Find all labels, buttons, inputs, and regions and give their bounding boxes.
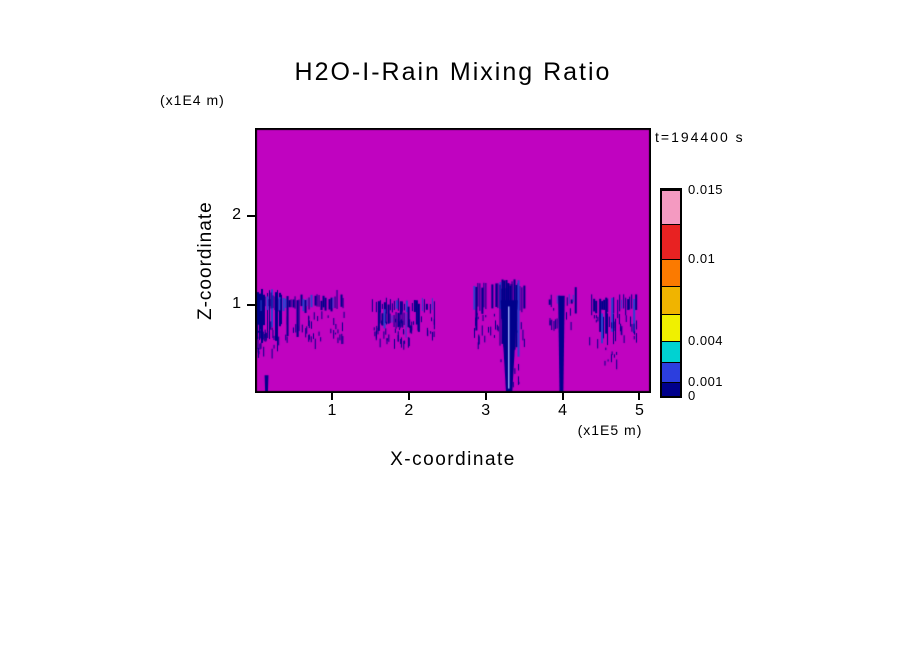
- y-axis-unit-label: (x1E4 m): [160, 92, 225, 108]
- colorbar-segment: [662, 361, 680, 383]
- colorbar-segment: [662, 313, 680, 342]
- colorbar-segment: [662, 341, 680, 362]
- x-tick-label: 5: [635, 402, 644, 419]
- colorbar: [660, 188, 682, 398]
- y-tick-label: 2: [232, 206, 241, 224]
- x-tick-mark: [407, 393, 410, 400]
- colorbar-tick-label: 0.015: [688, 182, 724, 197]
- colorbar-tick-label: 0: [688, 388, 696, 403]
- x-tick-mark: [330, 393, 333, 400]
- colorbar-labels: 0 0.001 0.004 0.01 0.015: [688, 182, 758, 403]
- colorbar-tick-label: 0.01: [688, 250, 716, 266]
- heatmap-canvas: [255, 128, 651, 393]
- y-tick-mark: [247, 215, 255, 218]
- colorbar-tick-label: 0.001: [688, 374, 724, 390]
- y-tick-label: 1: [232, 294, 241, 312]
- y-axis-title: Z-coordinate: [195, 201, 216, 320]
- x-tick-label: 1: [327, 402, 337, 419]
- x-tick-label: 4: [558, 402, 568, 419]
- colorbar-tick-label: 0.004: [688, 333, 724, 349]
- x-axis-unit-label: (x1E5 m): [577, 422, 643, 438]
- timestamp-label: t=194400 s: [655, 129, 745, 145]
- colorbar-segment: [662, 190, 680, 225]
- x-axis-title: X-coordinate: [390, 449, 516, 470]
- x-tick-mark: [484, 393, 487, 400]
- plot-area: [255, 128, 651, 393]
- colorbar-segment: [662, 286, 680, 314]
- colorbar-segment: [662, 382, 680, 396]
- colorbar-segment: [662, 258, 680, 287]
- colorbar-segment: [662, 224, 680, 259]
- chart-title: H2O-I-Rain Mixing Ratio: [294, 58, 612, 86]
- y-tick-mark: [247, 303, 255, 306]
- x-tick-mark: [561, 393, 564, 400]
- x-tick-mark: [638, 393, 641, 400]
- x-tick-label: 3: [481, 402, 491, 419]
- x-tick-label: 2: [404, 402, 414, 419]
